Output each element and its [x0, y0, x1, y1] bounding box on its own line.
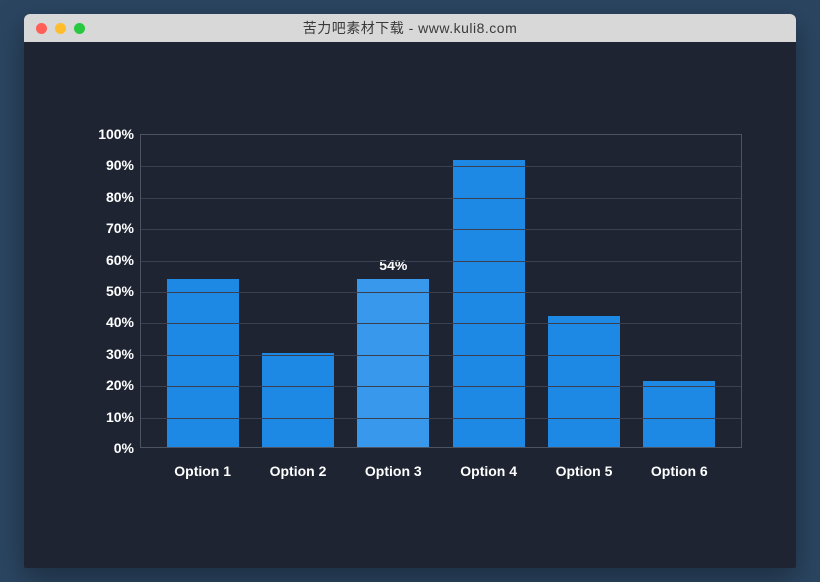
bar-slot: Option 2 — [250, 135, 345, 447]
window-controls — [24, 23, 85, 34]
grid-line — [141, 323, 741, 324]
y-tick-label: 100% — [84, 126, 134, 142]
bar-value-label: 54% — [379, 257, 407, 273]
window-title: 苦力吧素材下载 - www.kuli8.com — [24, 18, 796, 38]
bar-slot: Option 6 — [632, 135, 727, 447]
plot-area: Option 1Option 254%Option 3Option 4Optio… — [140, 134, 742, 448]
grid-line — [141, 166, 741, 167]
zoom-icon[interactable] — [74, 23, 85, 34]
y-tick-label: 60% — [84, 252, 134, 268]
bar[interactable] — [548, 316, 620, 447]
grid-line — [141, 261, 741, 262]
x-tick-label: Option 6 — [651, 463, 708, 479]
bar-slot: Option 1 — [155, 135, 250, 447]
x-tick-label: Option 5 — [556, 463, 613, 479]
bar-chart: Option 1Option 254%Option 3Option 4Optio… — [82, 134, 742, 476]
bar[interactable] — [167, 279, 239, 447]
grid-line — [141, 229, 741, 230]
grid-line — [141, 292, 741, 293]
y-tick-label: 50% — [84, 283, 134, 299]
y-tick-label: 10% — [84, 409, 134, 425]
y-tick-label: 70% — [84, 220, 134, 236]
x-tick-label: Option 2 — [270, 463, 327, 479]
content-area: Option 1Option 254%Option 3Option 4Optio… — [24, 42, 796, 568]
bar-slot: 54%Option 3 — [346, 135, 441, 447]
grid-line — [141, 418, 741, 419]
x-tick-label: Option 4 — [460, 463, 517, 479]
bars-container: Option 1Option 254%Option 3Option 4Optio… — [141, 135, 741, 447]
x-tick-label: Option 1 — [174, 463, 231, 479]
grid-line — [141, 355, 741, 356]
y-tick-label: 0% — [84, 440, 134, 456]
y-tick-label: 30% — [84, 346, 134, 362]
x-tick-label: Option 3 — [365, 463, 422, 479]
bar-slot: Option 4 — [441, 135, 536, 447]
bar-slot: Option 5 — [536, 135, 631, 447]
app-window: 苦力吧素材下载 - www.kuli8.com Option 1Option 2… — [24, 14, 796, 568]
bar[interactable]: 54% — [357, 279, 429, 447]
y-tick-label: 80% — [84, 189, 134, 205]
y-tick-label: 90% — [84, 157, 134, 173]
grid-line — [141, 198, 741, 199]
y-tick-label: 40% — [84, 314, 134, 330]
minimize-icon[interactable] — [55, 23, 66, 34]
y-tick-label: 20% — [84, 377, 134, 393]
grid-line — [141, 386, 741, 387]
titlebar[interactable]: 苦力吧素材下载 - www.kuli8.com — [24, 14, 796, 42]
bar[interactable] — [262, 353, 334, 447]
bar[interactable] — [643, 381, 715, 447]
close-icon[interactable] — [36, 23, 47, 34]
bar[interactable] — [453, 160, 525, 447]
